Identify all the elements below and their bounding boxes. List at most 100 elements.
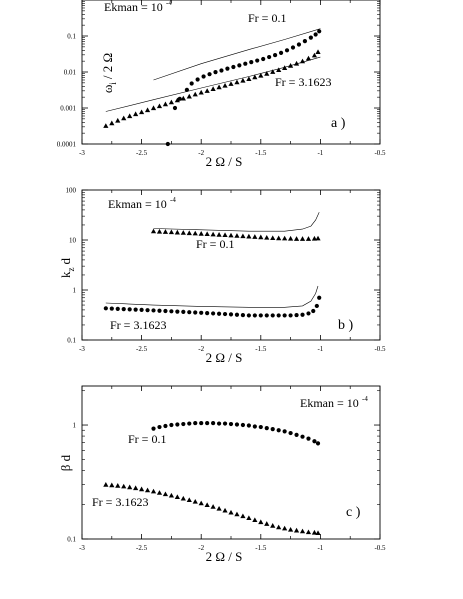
panel-b-xtick-label: -2 (198, 345, 204, 353)
panel-a-series-1-point (276, 67, 282, 73)
panel-a-ekman-base: Ekman = 10 (104, 0, 163, 14)
panel-a-ekman-exp: -4 (166, 0, 172, 7)
panel-c-series-1-point (133, 485, 139, 491)
panel-a-series-1-point (109, 120, 115, 126)
panel-a-series-1-point (144, 107, 151, 113)
panel-c-ticks: -3 -2.5 -2 -1.5 -1 -0.5 0.1 1 (67, 386, 386, 552)
panel-a-series-1-point (139, 109, 145, 115)
panel-c-series-0-point (306, 436, 311, 441)
panel-c-series-0-point (276, 428, 281, 433)
panel-c-series-1-point (186, 497, 192, 503)
panel-c-series-1-point (162, 491, 169, 497)
panel-b-series-1-point (163, 308, 168, 314)
panel-a-series-1-point (150, 105, 157, 111)
panel-c-series-0-point (240, 422, 246, 428)
panel-b-ekman-base: Ekman = 10 (108, 197, 167, 211)
panel-a-series-1-point (192, 91, 198, 97)
panel-b-xtick-label: -3 (79, 345, 85, 353)
panel-a-series-1-point (282, 65, 288, 70)
panel-c-series-0-point (282, 429, 287, 434)
panel-a-ytick-label: 0.0001 (57, 141, 77, 149)
panel-a: -3 -2.5 -2 -1.5 -1 -0.5 0.0001 0.001 0.01 0.1 Ekm… (57, 0, 386, 169)
panel-b-series-1-point (270, 313, 275, 318)
panel-b-series-1-point (311, 308, 316, 314)
panel-b-ylabel-tail: d (58, 258, 73, 265)
panel-a-ytick-label: 0.001 (60, 105, 76, 113)
panel-c-xtick-label: -3 (79, 544, 85, 552)
panel-b-series-1-point (199, 310, 204, 315)
panel-b-series-0-point (186, 230, 192, 236)
panel-a-xtick-label: -2.5 (136, 149, 148, 157)
panel-c-series-0-point (175, 422, 180, 427)
panel-a-series-1-point (258, 72, 264, 78)
panel-a-series-1-point (222, 82, 228, 88)
panel-b-series-0-point (246, 233, 252, 239)
panel-a-ylabel: ωi / 2 Ω (100, 53, 118, 93)
panel-b-series-0-point (293, 236, 300, 241)
panel-c-series-0-point (246, 423, 251, 428)
panel-c-xtick-label: -2.5 (136, 544, 148, 552)
panel-b-series-1-point (234, 312, 240, 317)
panel-b-series-1-point (145, 308, 150, 313)
panel-b-series-0-point (216, 232, 222, 237)
panel-b-ekman-exp: -4 (170, 196, 176, 204)
panel-c: -3 -2.5 -2 -1.5 -1 -0.5 0.1 1 Ekman = 10 -4 Fr … (58, 385, 386, 564)
panel-b-series-1-point (222, 311, 228, 317)
panel-c-series-1-point (198, 500, 204, 506)
panel-a-series-1-point (133, 111, 139, 117)
panel-b-series-0-point (162, 229, 169, 234)
panel-a-series-1-point (180, 95, 186, 101)
panel-a-series-2-line (153, 28, 321, 81)
panel-a-series-0-point (219, 68, 224, 73)
panel-a-series-1-point (305, 55, 312, 61)
panel-c-series-1-point (299, 528, 306, 534)
panel-a-series-0-point (201, 74, 206, 79)
panel-a-series-0-point (296, 42, 302, 47)
panel-a-series-0-point (189, 81, 194, 86)
panel-a-ytick-label: 0.01 (64, 69, 77, 77)
panel-b-series-1-point (282, 313, 287, 318)
panel-a-series-1-point (156, 103, 163, 109)
panel-c-series-0-point (222, 421, 228, 426)
panel-a-tag: a ) (331, 116, 346, 131)
panel-c-ylabel-main: β d (58, 454, 73, 471)
panel-b-series-1-point (314, 303, 319, 309)
panel-a-series-1-point (127, 113, 133, 119)
panel-b-series-1-point (133, 307, 138, 312)
panel-b-series-0-point (180, 230, 186, 235)
panel-c-series-1-point (246, 515, 252, 521)
panel-c-fr-a-label: Fr = 0.1 (128, 432, 166, 446)
panel-c-xtick-label: -2 (198, 544, 204, 552)
panel-b-series-1-point (121, 306, 126, 312)
panel-a-series-1-point (264, 71, 270, 76)
panel-a-series-0-point (184, 87, 189, 92)
panel-c-fr-b-label: Fr = 3.1623 (92, 495, 148, 509)
panel-c-xtick-label: -1.5 (255, 544, 267, 552)
panel-b-series-0-point (264, 234, 270, 240)
panel-a-series-1-point (121, 115, 127, 121)
panel-c-series-0-point (157, 424, 162, 430)
panel-c-ytick-label: 0.1 (67, 536, 76, 544)
panel-b-series-0-point (282, 235, 288, 241)
panel-b-series-1-point (252, 313, 257, 318)
panel-a-series-0-point (302, 39, 308, 44)
panel-b-series-1-point (306, 311, 311, 316)
panel-c-series-0-point (300, 434, 305, 439)
panel-c-series-1-point (222, 507, 228, 513)
panel-b-series-0-point (270, 235, 276, 241)
panel-c-series-1-point (180, 495, 186, 501)
panel-c-series-0-point (169, 422, 174, 428)
panel-b-series-0-point (198, 231, 204, 236)
panel-a-xlabel: 2 Ω / S (206, 154, 243, 169)
panel-a-series-1-point (252, 74, 258, 80)
panel-b-series-1-point (240, 312, 246, 318)
panel-b-series-1-point (300, 312, 305, 317)
panel-b-ticks: -3 -2.5 -2 -1.5 -1 -0.5 0.1 1 10 100 (66, 187, 387, 354)
panel-a-series-1-point (204, 88, 210, 93)
panel-a-series-0-point (213, 70, 218, 75)
panel-b-series-1-point (294, 312, 299, 318)
panel-c-series-1-point (228, 509, 234, 515)
panel-b-ytick-label: 0.1 (67, 337, 76, 345)
panel-a-series-1-point (210, 86, 216, 91)
panel-b-ylabel-sub: z (66, 268, 76, 272)
